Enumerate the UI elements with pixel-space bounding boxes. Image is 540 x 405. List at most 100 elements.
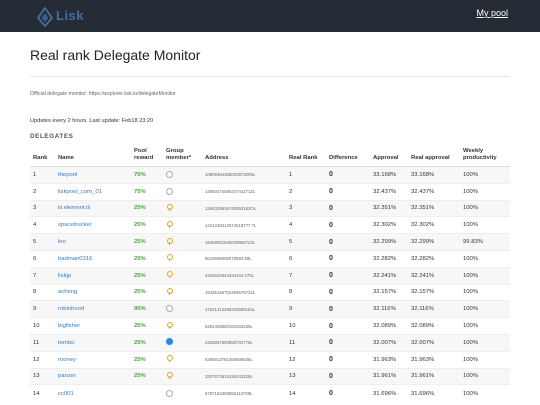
main-content: Real rank Delegate Monitor Official dele… xyxy=(0,47,540,402)
lisk-logo-icon xyxy=(36,7,54,27)
table-row: 9 robinhood 90% 17621212458226596154L 9 0 32.1… xyxy=(30,300,510,318)
approval-cell: 32.089% xyxy=(370,317,408,335)
table-row: 6 badman0316 25% 8019598606079593 88L 6 0 32.2… xyxy=(30,249,510,268)
real-rank-cell: 5 xyxy=(286,233,326,251)
difference-cell: 0 xyxy=(326,233,370,251)
update-info: Updates every 2 hours. Last update: Feb1… xyxy=(30,118,154,124)
map-pin-icon xyxy=(166,237,173,245)
rank-cell: 3 xyxy=(30,199,55,217)
col-approval: Approval xyxy=(370,148,408,167)
pool-reward-cell: 75% xyxy=(131,182,163,201)
rank-cell: 6 xyxy=(30,249,55,268)
delegate-name-link[interactable]: iii.element.iii xyxy=(55,199,131,217)
table-row: 1 thepool 70% 10809494368003873009L 1 0 33.168… xyxy=(30,166,510,184)
col-pool-reward: Pool reward xyxy=(131,148,163,167)
empty-circle-icon xyxy=(166,305,173,313)
approval-cell: 32.241% xyxy=(370,266,408,285)
rank-cell: 4 xyxy=(30,216,55,234)
table-row: 14 cc001 6787154358850114739L 14 0 31.696% 31.… xyxy=(30,384,510,402)
real-approval-cell: 33.168% xyxy=(408,166,460,184)
address-cell: 1421248412674618777 7L xyxy=(202,216,286,234)
productivity-cell: 100% xyxy=(460,317,510,335)
group-member-cell xyxy=(163,384,202,402)
rank-cell: 12 xyxy=(30,350,55,369)
rank-cell: 7 xyxy=(30,266,55,285)
rank-cell: 14 xyxy=(30,384,55,402)
real-rank-cell: 1 xyxy=(286,166,326,184)
group-member-cell xyxy=(163,199,202,217)
productivity-cell: 100% xyxy=(460,166,510,184)
col-address: Address xyxy=(202,148,286,167)
delegate-name-link[interactable]: liskjp xyxy=(55,266,131,285)
delegate-name-link[interactable]: bigfisher xyxy=(55,317,131,335)
approval-cell: 33.168% xyxy=(370,166,408,184)
approval-cell: 31.961% xyxy=(370,367,408,385)
pool-reward-cell: 25% xyxy=(131,283,163,301)
col-real-rank: Real Rank xyxy=(286,148,326,167)
map-pin-icon xyxy=(166,287,173,295)
delegate-name-link[interactable]: cc001 xyxy=(55,384,131,402)
my-pool-link[interactable]: My pool xyxy=(476,8,508,18)
delegate-name-link[interactable]: acheng xyxy=(55,283,131,301)
pool-reward-cell: 25% xyxy=(131,249,163,268)
delegate-name-link[interactable]: badman0316 xyxy=(55,249,131,268)
official-monitor-note: Official delegate monitor: https://explo… xyxy=(30,91,176,97)
delegate-name-link[interactable]: spacetrucker xyxy=(55,216,131,234)
pool-reward-cell: 25% xyxy=(131,350,163,369)
productivity-cell: 100% xyxy=(460,199,510,217)
section-label-delegates: DELEGATES xyxy=(30,133,74,140)
address-cell: 17621212458226596154L xyxy=(202,300,286,318)
delegate-name-link[interactable]: leo xyxy=(55,233,131,251)
col-weekly-productivity: Weekly productivity xyxy=(460,148,510,167)
address-cell: 10809494368003873009L xyxy=(202,166,286,184)
delegate-name-link[interactable]: panzer xyxy=(55,367,131,385)
delegate-name-link[interactable]: thepool xyxy=(55,166,131,184)
blue-dot-icon xyxy=(166,338,173,345)
approval-cell: 32.282% xyxy=(370,249,408,268)
real-approval-cell: 31.961% xyxy=(408,367,460,385)
difference-cell: 0 xyxy=(326,283,370,301)
real-approval-cell: 32.302% xyxy=(408,216,460,234)
real-rank-cell: 8 xyxy=(286,283,326,301)
rank-cell: 11 xyxy=(30,333,55,352)
empty-circle-icon xyxy=(166,389,173,397)
real-rank-cell: 11 xyxy=(286,333,326,352)
table-row: 2 liskpool_com_01 75% 14593474056247442712L… xyxy=(30,182,510,201)
pool-reward-cell: 70% xyxy=(131,166,163,184)
delegate-name-link[interactable]: rooney xyxy=(55,350,131,369)
group-member-cell xyxy=(163,266,202,285)
map-pin-icon xyxy=(166,220,173,228)
group-member-cell xyxy=(163,283,202,301)
approval-cell: 32.437% xyxy=(370,182,408,201)
map-pin-icon xyxy=(166,371,173,379)
col-difference: Difference xyxy=(326,148,370,167)
real-approval-cell: 31.963% xyxy=(408,350,460,369)
approval-cell: 32.157% xyxy=(370,283,408,301)
lisk-logo[interactable]: Lisk xyxy=(36,7,116,27)
productivity-cell: 100% xyxy=(460,249,510,268)
group-member-cell xyxy=(163,333,202,352)
difference-cell: 0 xyxy=(326,199,370,217)
difference-cell: 0 xyxy=(326,216,370,234)
map-pin-icon xyxy=(166,203,173,211)
delegate-name-link[interactable]: robinhood xyxy=(55,300,131,318)
pool-reward-cell: 25% xyxy=(131,233,163,251)
real-rank-cell: 2 xyxy=(286,182,326,201)
group-member-cell xyxy=(163,249,202,268)
difference-cell: 0 xyxy=(326,367,370,385)
approval-cell: 31.696% xyxy=(370,384,408,402)
delegate-name-link[interactable]: liskpool_com_01 xyxy=(55,182,131,201)
top-navbar: Lisk My pool xyxy=(0,0,540,32)
real-approval-cell: 32.241% xyxy=(408,266,460,285)
address-cell: 15435156702499576722L xyxy=(202,283,286,301)
table-row: 13 panzer 25% 3207673513436243226L 13 0 31.961… xyxy=(30,367,510,385)
address-cell: 2433857900558702776L xyxy=(202,333,286,352)
difference-cell: 0 xyxy=(326,384,370,402)
delegate-name-link[interactable]: tembo xyxy=(55,333,131,352)
real-rank-cell: 4 xyxy=(286,216,326,234)
empty-circle-icon xyxy=(166,187,173,195)
group-member-cell xyxy=(163,300,202,318)
productivity-cell: 100% xyxy=(460,350,510,369)
address-cell: 6281405850162033335L xyxy=(202,317,286,335)
real-approval-cell: 32.116% xyxy=(408,300,460,318)
